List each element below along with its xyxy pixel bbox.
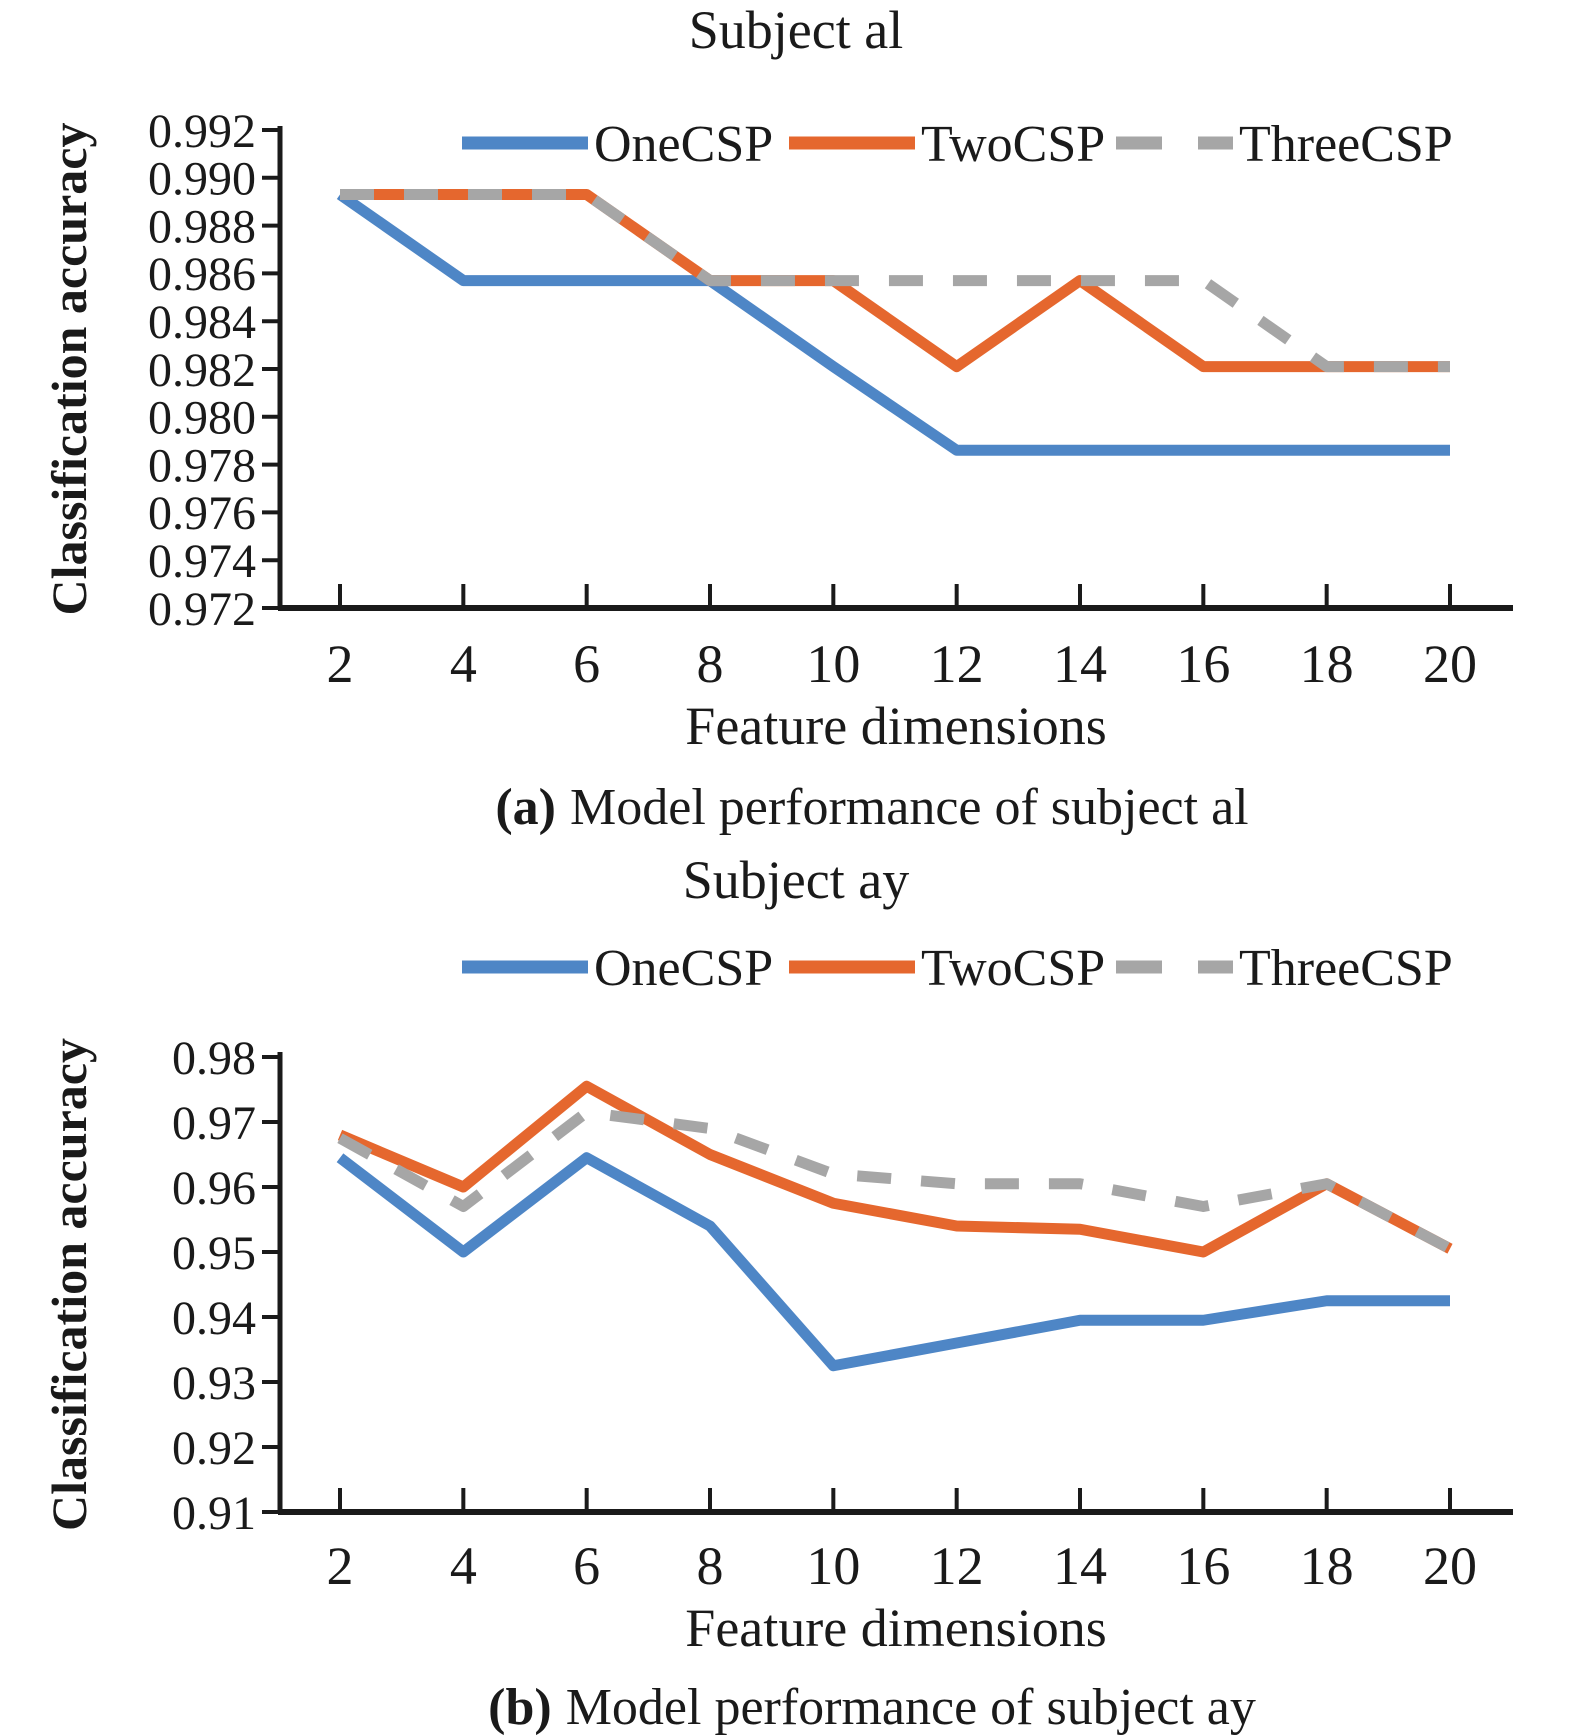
chart-b: Subject ay 0.98 0.97 0.96 0.95 0.94 0.93 0.92 0.… [41, 850, 1513, 1736]
x-tick-label: 16 [1176, 634, 1230, 694]
chart-a-y-axis-label: Classification accuracy [41, 123, 97, 616]
chart-b-series-onecsp-line [336, 1152, 1450, 1372]
y-tick-label: 0.988 [148, 200, 256, 253]
legend-label-onecsp: OneCSP [594, 116, 773, 173]
caption-label: (a) [495, 779, 556, 836]
x-tick-label: 12 [930, 1536, 984, 1596]
y-tick-label: 0.92 [172, 1422, 256, 1475]
y-tick-label: 0.990 [148, 153, 256, 206]
chart-a-title: Subject al [689, 0, 903, 60]
legend-label-threecsp: ThreeCSP [1239, 116, 1453, 173]
chart-b-series-twocsp-line [337, 1080, 1453, 1258]
chart-a-series-twocsp-line [340, 189, 1450, 373]
chart-a-x-axis-label: Feature dimensions [685, 696, 1106, 756]
x-tick-label: 16 [1176, 1536, 1230, 1596]
caption-text: Model performance of subject al [570, 779, 1249, 836]
x-tick-label: 8 [697, 634, 724, 694]
y-tick-label: 0.972 [148, 583, 256, 636]
y-tick-label: 0.986 [148, 248, 256, 301]
chart-a: Subject al 0.9920.9900.9880.9860.9840.982… [41, 0, 1513, 836]
y-tick-label: 0.91 [172, 1487, 256, 1540]
x-tick-label: 8 [697, 1536, 724, 1596]
chart-b-title: Subject ay [683, 850, 909, 910]
y-tick-label: 0.984 [148, 296, 256, 349]
y-tick-label: 0.982 [148, 344, 256, 397]
x-tick-label: 10 [806, 634, 860, 694]
x-tick-label: 20 [1423, 634, 1477, 694]
chart-a-series-threecsp-line [340, 189, 1450, 373]
y-tick-label: 0.978 [148, 439, 256, 492]
legend-label-twocsp: TwoCSP [921, 116, 1105, 173]
chart-b-series-threecsp-line [337, 1106, 1453, 1254]
x-tick-label: 18 [1300, 634, 1354, 694]
y-tick-label: 0.96 [172, 1162, 256, 1215]
chart-b-y-axis-label: Classification accuracy [41, 1038, 97, 1531]
x-tick-label: 12 [930, 634, 984, 694]
x-tick-label: 4 [450, 634, 477, 694]
y-tick-label: 0.94 [172, 1292, 256, 1345]
x-tick-label: 14 [1053, 634, 1107, 694]
y-tick-label: 0.95 [172, 1227, 256, 1280]
legend-label-twocsp: TwoCSP [921, 940, 1105, 997]
x-tick-label: 6 [573, 634, 600, 694]
y-tick-label: 0.98 [172, 1032, 256, 1085]
y-tick-label: 0.976 [148, 487, 256, 540]
legend-label-onecsp: OneCSP [594, 940, 773, 997]
x-tick-label: 20 [1423, 1536, 1477, 1596]
x-tick-label: 2 [327, 1536, 354, 1596]
chart-b-caption: (b) Model performance of subject ay [488, 1679, 1256, 1736]
legend-label-threecsp: ThreeCSP [1239, 940, 1453, 997]
y-tick-label: 0.97 [172, 1097, 256, 1150]
y-tick-label: 0.93 [172, 1357, 256, 1410]
y-tick-label: 0.980 [148, 392, 256, 445]
chart-b-x-axis-label: Feature dimensions [685, 1598, 1106, 1658]
x-tick-label: 14 [1053, 1536, 1107, 1596]
chart-a-series-onecsp-line [336, 190, 1450, 456]
x-tick-label: 2 [327, 634, 354, 694]
caption-text: Model performance of subject ay [566, 1679, 1256, 1736]
x-tick-label: 6 [573, 1536, 600, 1596]
y-tick-label: 0.974 [148, 535, 256, 588]
x-tick-label: 4 [450, 1536, 477, 1596]
x-tick-label: 18 [1300, 1536, 1354, 1596]
x-tick-label: 10 [806, 1536, 860, 1596]
caption-label: (b) [488, 1679, 552, 1736]
y-tick-label: 0.992 [148, 105, 256, 158]
chart-a-caption: (a) Model performance of subject al [495, 779, 1248, 836]
